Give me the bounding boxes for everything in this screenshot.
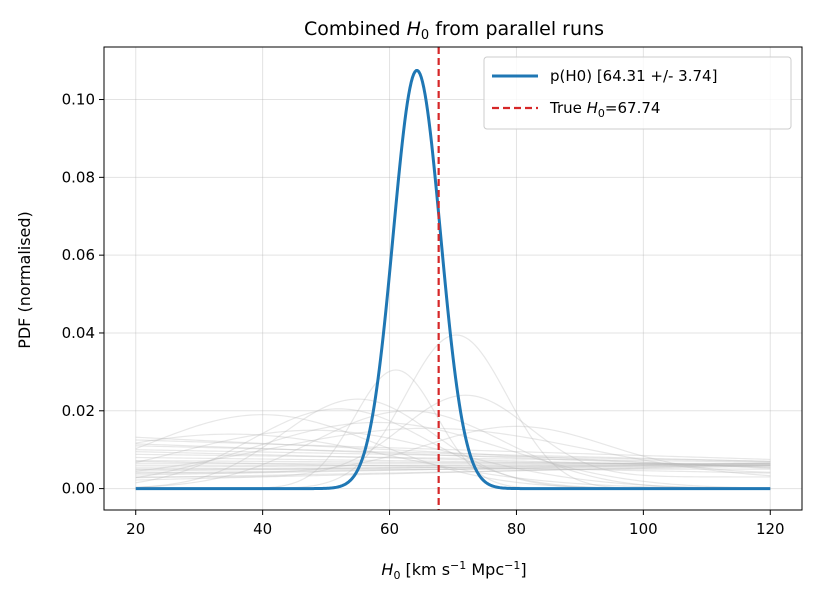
background-run-line xyxy=(135,463,771,481)
legend-label-true-h0: True H0=67.74 xyxy=(549,99,660,120)
legend-box xyxy=(483,56,792,130)
x-axis-title: H0 [km s−1 Mpc−1] xyxy=(381,559,526,582)
background-run-line xyxy=(135,462,771,472)
x-tick-label: 120 xyxy=(756,520,785,538)
background-run-line xyxy=(135,453,771,463)
background-run-line xyxy=(135,394,771,478)
background-run-line xyxy=(135,436,771,469)
x-tick-label: 100 xyxy=(629,520,658,538)
background-run-line xyxy=(135,456,771,466)
chart-title: Combined H0 from parallel runs xyxy=(304,18,604,43)
y-tick-label: 0.08 xyxy=(62,168,95,186)
background-run-line xyxy=(135,465,771,479)
legend: p(H0) [64.31 +/- 3.74] True H0=67.74 xyxy=(483,56,792,130)
y-tick-label: 0.10 xyxy=(62,91,95,109)
background-run-line xyxy=(135,427,771,477)
y-axis-title: PDF (normalised) xyxy=(15,211,34,349)
background-run-line xyxy=(135,410,771,490)
axes-frame xyxy=(103,46,803,511)
background-run-line xyxy=(135,439,771,461)
background-run-line xyxy=(135,459,771,466)
background-run-line xyxy=(135,464,771,474)
ticks: 20 40 60 80 100 120 0.00 0.02 0.04 0.06 0.08 0.10 xyxy=(62,91,785,538)
posterior-line xyxy=(135,68,771,491)
background-run-line xyxy=(135,443,771,468)
background-run-line xyxy=(135,462,771,476)
y-tick-label: 0.06 xyxy=(62,246,95,264)
x-tick-label: 20 xyxy=(126,520,145,538)
background-run-line xyxy=(135,464,771,470)
background-run-line xyxy=(135,429,771,489)
background-run-line xyxy=(135,421,771,489)
series xyxy=(135,47,771,510)
background-run-line xyxy=(135,462,771,468)
y-tick-label: 0.00 xyxy=(62,480,95,498)
background-run-line xyxy=(135,445,771,462)
legend-label-p-h0: p(H0) [64.31 +/- 3.74] xyxy=(550,67,717,85)
x-tick-label: 60 xyxy=(380,520,399,538)
x-tick-label: 40 xyxy=(253,520,272,538)
background-run-line xyxy=(135,460,771,474)
background-run-line xyxy=(135,449,771,462)
background-run-line xyxy=(135,425,771,474)
x-tick-label: 80 xyxy=(507,520,526,538)
y-tick-label: 0.02 xyxy=(62,402,95,420)
background-run-line xyxy=(135,451,771,468)
y-tick-label: 0.04 xyxy=(62,324,95,342)
